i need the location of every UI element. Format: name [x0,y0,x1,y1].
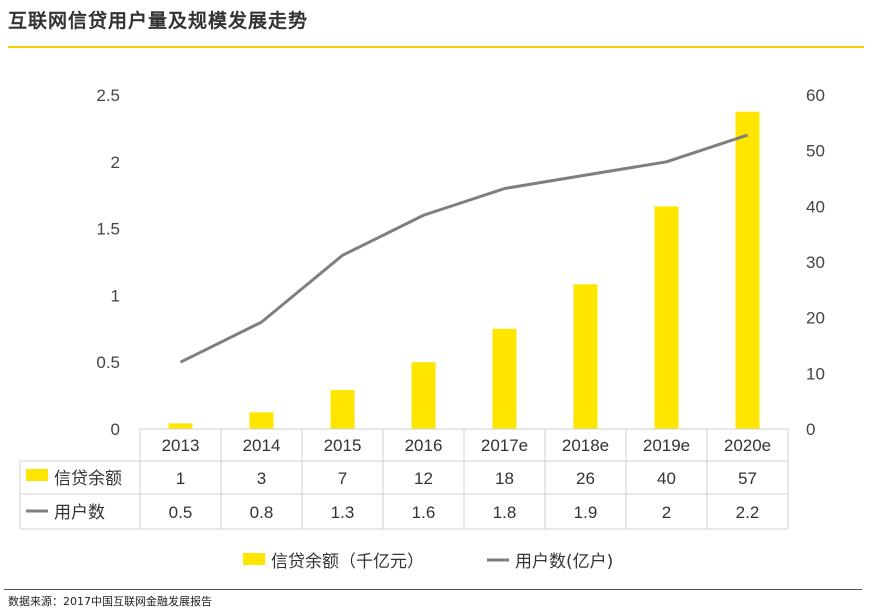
y-left-tick-label-4: 2 [111,153,120,172]
y-left-tick-label-3: 1.5 [96,220,120,239]
y-right-tick-label-6: 60 [806,86,825,105]
table-cell-credit-balance-2020e: 57 [738,469,757,488]
table-cell-users-2019e: 2 [662,503,671,522]
x-tick-label-3: 2016 [405,436,443,455]
table-cell-users-2014: 0.8 [250,503,274,522]
y-right-tick-label-4: 40 [806,197,825,216]
y-right-tick-label-1: 10 [806,364,825,383]
table-cell-users-2013: 0.5 [169,503,193,522]
table-cell-credit-balance-2016: 12 [414,469,433,488]
y-right-tick-label-0: 0 [806,420,815,439]
table-cell-users-2018e: 1.9 [574,503,598,522]
y-left-tick-label-5: 2.5 [96,86,120,105]
source-rule [4,589,862,590]
y-left-tick-label-0: 0 [111,420,120,439]
legend-label-credit-balance: 信贷余额（千亿元） [271,552,424,572]
y-right-tick-label-3: 30 [806,253,825,272]
legend-key-credit-balance [243,553,265,565]
bar-2017e [492,328,517,429]
table-cell-credit-balance-2014: 3 [257,469,266,488]
x-tick-label-0: 2013 [162,436,200,455]
bar-2013 [168,423,193,429]
table-cell-users-2020e: 2.2 [736,503,760,522]
y-right-tick-label-5: 50 [806,142,825,161]
combo-chart: 0 0.5 1 1.5 2 2.5 0 10 20 30 40 50 60 2013 2014 2015 201… [19,86,825,572]
bar-2019e [654,206,679,429]
table-cell-credit-balance-2018e: 26 [576,469,595,488]
table-key-credit-balance [26,469,48,481]
x-tick-label-5: 2018e [562,436,609,455]
x-tick-label-1: 2014 [243,436,281,455]
x-tick-label-4: 2017e [481,436,528,455]
y-left-tick-label-1: 0.5 [96,353,120,372]
table-cell-credit-balance-2015: 7 [338,469,347,488]
table-cell-credit-balance-2017e: 18 [495,469,514,488]
x-tick-label-2: 2015 [324,436,362,455]
bar-2015 [330,390,355,429]
table-cell-credit-balance-2019e: 40 [657,469,676,488]
bar-2016 [411,362,436,429]
page-title: 互联网信贷用户量及规模发展走势 [8,10,309,32]
table-row-header-users: 用户数 [54,503,105,523]
bar-2020e [735,111,760,429]
y-left-tick-label-2: 1 [111,286,120,305]
x-tick-label-7: 2020e [724,436,771,455]
legend-label-users: 用户数(亿户) [515,552,613,572]
table-cell-users-2015: 1.3 [331,503,355,522]
table-cell-users-2016: 1.6 [412,503,436,522]
source-note: 数据来源：2017中国互联网金融发展报告 [8,595,212,608]
bar-2018e [573,284,598,429]
table-row-header-credit-balance: 信贷余额 [54,469,122,489]
y-right-tick-label-2: 20 [806,309,825,328]
table-cell-users-2017e: 1.8 [493,503,517,522]
x-tick-label-6: 2019e [643,436,690,455]
bar-2014 [249,412,274,429]
title-rule [8,46,864,48]
series-line-users [179,133,748,364]
table-cell-credit-balance-2013: 1 [176,469,185,488]
